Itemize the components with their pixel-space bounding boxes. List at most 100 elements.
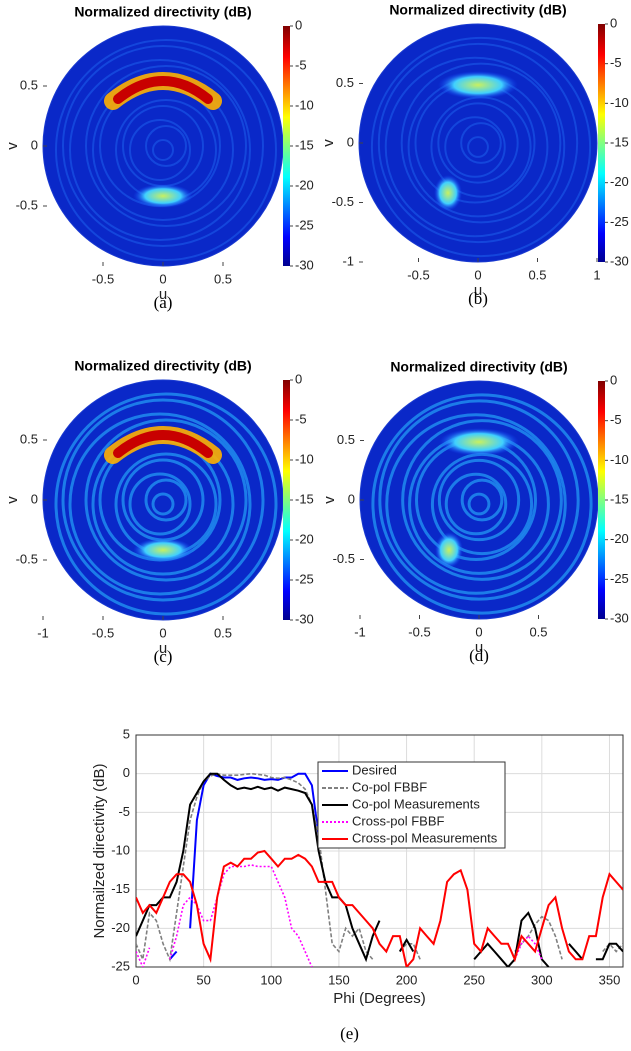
colorbar-tick-label: -10 — [610, 95, 629, 110]
y-tick-label: 5 — [123, 726, 130, 741]
legend-label: Cross-pol FBBF — [352, 813, 445, 828]
colorbar-tick-label: -20 — [610, 531, 629, 546]
colorbar — [283, 380, 290, 620]
field-spot — [434, 175, 462, 211]
y-tick-label: -0.5 — [332, 194, 354, 209]
field-ring — [84, 418, 248, 582]
field-ring — [61, 398, 265, 602]
field-ring — [68, 412, 252, 596]
x-tick-label: 0.5 — [214, 271, 232, 286]
colorbar-tick-label: 0 — [295, 17, 302, 32]
field-ring — [144, 478, 188, 522]
field-ring — [54, 392, 278, 616]
x-tick-label: 300 — [531, 972, 553, 987]
x-tick-label: -1 — [37, 625, 49, 640]
colorbar — [598, 24, 605, 262]
x-tick-label: 200 — [396, 972, 418, 987]
caption: (c) — [154, 647, 173, 666]
colorbar-tick-label: -10 — [610, 452, 629, 467]
x-tick-label: -0.5 — [408, 624, 430, 639]
y-axis-label: v — [320, 139, 337, 147]
x-tick-label: -0.5 — [92, 271, 114, 286]
y-tick-label: -5 — [118, 804, 130, 819]
field-ring — [467, 136, 489, 158]
field-ring — [401, 419, 563, 581]
y-tick-label: -0.5 — [16, 551, 38, 566]
y-axis-label: v — [321, 496, 338, 504]
series-line — [136, 849, 623, 967]
chart-title: Normalized directivity (dB) — [390, 359, 567, 375]
legend-box — [317, 761, 506, 849]
field-spot — [133, 538, 193, 562]
y-tick-label: -1 — [342, 253, 354, 268]
y-tick-label: 0 — [123, 765, 130, 780]
colorbar-tick-label: -5 — [295, 57, 307, 72]
field-ring — [378, 399, 580, 601]
colorbar-tick-label: 0 — [610, 15, 617, 30]
x-tick-label: 1 — [593, 267, 600, 282]
x-tick-label: 0 — [159, 625, 166, 640]
y-tick-label: 0.5 — [336, 75, 354, 90]
x-axis-label: u — [159, 640, 167, 657]
x-tick-label: 100 — [260, 972, 282, 987]
caption: (e) — [340, 1024, 359, 1043]
axes-box — [135, 734, 624, 968]
legend-label: Co-pol Measurements — [352, 796, 480, 811]
colorbar-tick-label: -30 — [610, 253, 629, 268]
field-ring — [371, 393, 593, 615]
colorbar-tick-label: -15 — [610, 491, 629, 506]
caption: (d) — [469, 646, 489, 665]
field-ring — [85, 65, 247, 227]
colorbar-tick-label: -5 — [610, 412, 622, 427]
field-beam — [113, 430, 213, 458]
x-axis-label: u — [474, 282, 482, 299]
field-ring — [151, 492, 175, 516]
y-axis-label: v — [4, 496, 21, 504]
colorbar-tick-label: -15 — [295, 491, 314, 506]
field-ring — [400, 62, 562, 224]
field-spot — [439, 428, 519, 456]
field-ring — [384, 56, 566, 238]
field-ring — [370, 36, 592, 258]
x-tick-label: -1 — [354, 624, 366, 639]
field-ring — [437, 458, 521, 542]
series-line — [136, 772, 623, 967]
colorbar-tick-label: -15 — [295, 137, 314, 152]
x-tick-label: 0.5 — [214, 625, 232, 640]
y-axis-label: v — [4, 142, 21, 150]
y-tick-label: 0.5 — [20, 77, 38, 92]
field-ring — [129, 119, 191, 181]
field-ring — [437, 102, 519, 184]
y-tick-label: -15 — [111, 881, 130, 896]
field-beam — [113, 76, 213, 104]
y-tick-label: -10 — [111, 842, 130, 857]
x-tick-label: 0 — [474, 267, 481, 282]
colorbar-tick-label: -5 — [295, 411, 307, 426]
colorbar-tick-label: -5 — [610, 55, 622, 70]
x-axis-label: Phi (Degrees) — [333, 990, 426, 1007]
colorbar-tick-label: -10 — [295, 97, 314, 112]
y-tick-label: -0.5 — [333, 551, 355, 566]
chart-title: Normalized directivity (dB) — [389, 2, 566, 18]
colorbar-tick-label: -20 — [295, 177, 314, 192]
x-tick-label: 250 — [463, 972, 485, 987]
colorbar-tick-label: 0 — [295, 371, 302, 386]
field-ring — [62, 45, 264, 247]
colorbar-tick-label: -10 — [295, 451, 314, 466]
x-tick-label: 0 — [132, 972, 139, 987]
field-ring — [152, 139, 174, 161]
field-ring — [55, 39, 277, 261]
field-ring — [467, 492, 491, 516]
y-axis-label: Normailzed directivity (dB) — [91, 763, 108, 938]
y-tick-label: 0.5 — [337, 432, 355, 447]
field-ring — [444, 472, 508, 536]
y-tick-label: 0.5 — [20, 431, 38, 446]
series-line — [136, 864, 543, 967]
x-tick-label: 0.5 — [528, 267, 546, 282]
field-ring — [377, 42, 579, 244]
colorbar — [283, 26, 290, 266]
field-ring — [69, 59, 251, 241]
chart-title: Normalized directivity (dB) — [74, 4, 251, 20]
caption: (a) — [154, 293, 173, 312]
